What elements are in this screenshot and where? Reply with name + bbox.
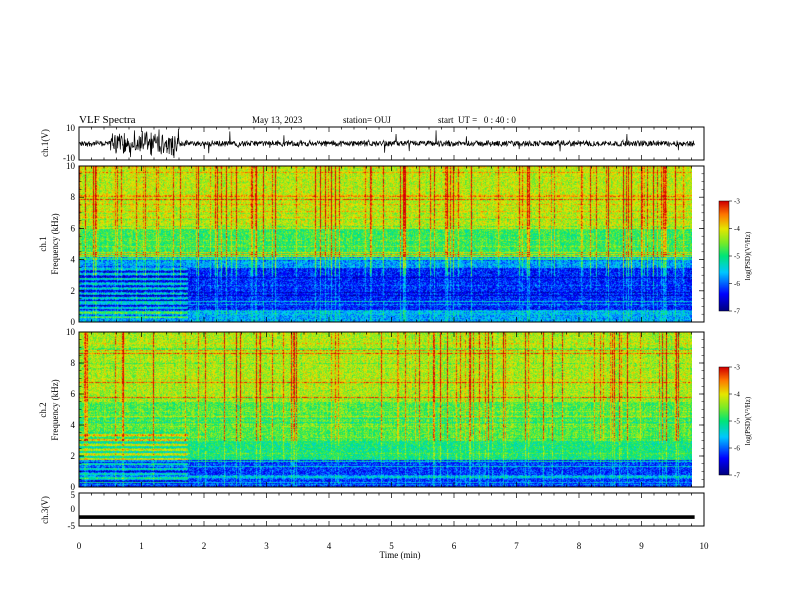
start-time-label: start UT = 0 : 40 : 0 bbox=[438, 115, 516, 125]
ch1-ytick-top: 10 bbox=[66, 123, 76, 133]
ch3-waveform-ylabel: ch.3(V) bbox=[40, 496, 50, 524]
ch1-spectrogram-panel: 0 2 4 6 8 10 ch.1 Frequency (kHz) bbox=[38, 161, 705, 327]
time-axis-ticks bbox=[78, 127, 705, 526]
x-tick-label: 4 bbox=[327, 541, 332, 551]
ch1-colorbar-ticks: -3 -4 -5 -6 -7 bbox=[729, 198, 740, 316]
y-tick-label: 0 bbox=[71, 317, 76, 327]
ch1-channel-label: ch.1 bbox=[38, 236, 48, 251]
x-tick-label: 1 bbox=[139, 541, 144, 551]
colorbar-tick-label: -5 bbox=[734, 253, 740, 261]
ch2-colorbar: -3 -4 -5 -6 -7 log(PSD)(V²/Hz) bbox=[718, 364, 752, 480]
colorbar-tick-label: -3 bbox=[734, 198, 740, 206]
x-tick-label: 7 bbox=[514, 541, 519, 551]
date-label: May 13, 2023 bbox=[252, 115, 303, 125]
ch2-colorbar-label: log(PSD)(V²/Hz) bbox=[744, 396, 752, 445]
ch1-ytick-bottom: -10 bbox=[63, 153, 75, 163]
ch2-channel-label: ch.2 bbox=[38, 402, 48, 417]
ch1-colorbar-label: log(PSD)(V²/Hz) bbox=[744, 231, 752, 280]
ch1-waveform-panel: 10 -10 ch.1(V) bbox=[40, 123, 705, 163]
colorbar-tick-label: -5 bbox=[734, 418, 740, 426]
x-tick-label: 5 bbox=[389, 541, 394, 551]
x-tick-label: 6 bbox=[452, 541, 457, 551]
x-tick-label: 9 bbox=[639, 541, 644, 551]
x-tick-label: 3 bbox=[264, 541, 269, 551]
y-tick-label: 2 bbox=[71, 451, 76, 461]
ch1-colorbar: -3 -4 -5 -6 -7 log(PSD)(V²/Hz) bbox=[718, 198, 752, 316]
ch2-colorbar-ticks: -3 -4 -5 -6 -7 bbox=[729, 364, 740, 480]
ch3-ytick-bottom: -5 bbox=[68, 521, 76, 531]
ch3-ytick-mid: 0 bbox=[71, 504, 76, 514]
ch2-frequency-ylabel: Frequency (kHz) bbox=[50, 379, 60, 440]
ch3-waveform-panel: 5 0 -5 ch.3(V) bbox=[40, 490, 705, 531]
time-axis-label: Time (min) bbox=[380, 550, 421, 560]
ch1-waveform-trace bbox=[78, 128, 695, 159]
station-label: station= OUJ bbox=[343, 115, 391, 125]
colorbar-tick-label: -7 bbox=[734, 472, 740, 480]
ch1-frequency-ylabel: Frequency (kHz) bbox=[50, 213, 60, 274]
ch1-spectrogram-yticks: 0 2 4 6 8 10 bbox=[66, 161, 704, 327]
ch1-waveform-ylabel: ch.1(V) bbox=[40, 129, 50, 157]
y-tick-label: 4 bbox=[71, 255, 76, 265]
x-tick-label: 0 bbox=[77, 541, 82, 551]
colorbar-tick-label: -4 bbox=[734, 225, 740, 233]
y-tick-label: 4 bbox=[71, 420, 76, 430]
x-tick-label: 8 bbox=[577, 541, 582, 551]
y-tick-label: 8 bbox=[71, 192, 76, 202]
y-tick-label: 6 bbox=[71, 223, 76, 233]
ch1-spectrogram-image bbox=[79, 166, 692, 322]
ch2-colorbar-gradient bbox=[719, 367, 729, 475]
colorbar-tick-label: -6 bbox=[734, 280, 740, 288]
y-tick-label: 0 bbox=[71, 482, 76, 492]
figure-title: VLF Spectra bbox=[79, 114, 136, 126]
colorbar-tick-label: -6 bbox=[734, 445, 740, 453]
ch1-colorbar-gradient bbox=[719, 201, 729, 311]
y-tick-label: 6 bbox=[71, 389, 76, 399]
ch3-ytick-top: 5 bbox=[71, 490, 76, 500]
time-axis-tick-labels: 0 1 2 3 4 5 6 7 8 9 10 bbox=[77, 541, 709, 551]
ch2-spectrogram-yticks: 0 2 4 6 8 10 bbox=[66, 327, 704, 492]
colorbar-tick-label: -3 bbox=[734, 364, 740, 372]
y-tick-label: 2 bbox=[71, 286, 76, 296]
colorbar-tick-label: -4 bbox=[734, 391, 740, 399]
y-tick-label: 10 bbox=[66, 327, 76, 337]
y-tick-label: 10 bbox=[66, 161, 76, 171]
x-tick-label: 2 bbox=[202, 541, 207, 551]
x-tick-label: 10 bbox=[700, 541, 710, 551]
ch2-spectrogram-image bbox=[79, 332, 692, 487]
ch2-spectrogram-panel: 0 2 4 6 8 10 ch.2 Frequency (kHz) bbox=[38, 327, 705, 492]
ch3-waveform-trace bbox=[79, 515, 695, 519]
y-tick-label: 8 bbox=[71, 358, 76, 368]
colorbar-tick-label: -7 bbox=[734, 308, 740, 316]
